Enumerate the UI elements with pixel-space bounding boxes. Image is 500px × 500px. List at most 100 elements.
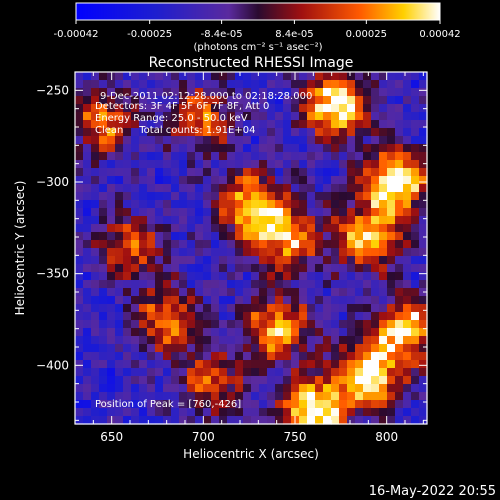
heatmap-cell: [179, 200, 188, 209]
heatmap-cell: [331, 200, 340, 209]
heatmap-cell: [203, 96, 212, 105]
heatmap-cell: [371, 128, 380, 137]
heatmap-cell: [339, 104, 348, 113]
heatmap-cell: [75, 224, 84, 233]
heatmap-cell: [171, 416, 180, 425]
heatmap-cell: [83, 256, 92, 265]
heatmap-cell: [155, 232, 164, 241]
heatmap-cell: [371, 112, 380, 121]
heatmap-cell: [307, 320, 316, 329]
heatmap-cell: [203, 288, 212, 297]
heatmap-cell: [307, 368, 316, 377]
heatmap-cell: [83, 120, 92, 129]
heatmap-cell: [99, 280, 108, 289]
heatmap-cell: [243, 304, 252, 313]
heatmap-cell: [387, 176, 396, 185]
heatmap-cell: [411, 152, 420, 161]
heatmap-cell: [315, 360, 324, 369]
heatmap-cell: [371, 368, 380, 377]
heatmap-cell: [323, 400, 332, 409]
heatmap-cell: [331, 160, 340, 169]
heatmap-cell: [155, 296, 164, 305]
heatmap-cell: [227, 360, 236, 369]
heatmap-cell: [171, 392, 180, 401]
heatmap-cell: [83, 216, 92, 225]
heatmap-cell: [163, 248, 172, 257]
heatmap-cell: [347, 352, 356, 361]
heatmap-cell: [395, 128, 404, 137]
heatmap-cell: [355, 192, 364, 201]
heatmap-cell: [147, 264, 156, 273]
heatmap-cell: [315, 80, 324, 89]
heatmap-cell: [387, 80, 396, 89]
heatmap-cell: [147, 208, 156, 217]
heatmap-cell: [299, 152, 308, 161]
heatmap-cell: [99, 360, 108, 369]
heatmap-cell: [363, 320, 372, 329]
x-tick-label: 650: [100, 430, 123, 444]
heatmap-cell: [131, 392, 140, 401]
heatmap-cell: [283, 208, 292, 217]
heatmap-cell: [411, 416, 420, 425]
heatmap-cell: [395, 240, 404, 249]
heatmap-cell: [211, 264, 220, 273]
heatmap-cell: [123, 288, 132, 297]
heatmap-cell: [315, 168, 324, 177]
heatmap-cell: [163, 216, 172, 225]
heatmap-cell: [283, 168, 292, 177]
heatmap-cell: [291, 360, 300, 369]
heatmap-cell: [195, 72, 204, 81]
heatmap-cell: [131, 296, 140, 305]
heatmap-cell: [99, 352, 108, 361]
heatmap-cell: [75, 280, 84, 289]
heatmap-cell: [171, 280, 180, 289]
heatmap-cell: [123, 416, 132, 425]
heatmap-cell: [219, 144, 228, 153]
heatmap-cell: [147, 312, 156, 321]
heatmap-cell: [379, 152, 388, 161]
heatmap-cell: [171, 136, 180, 145]
heatmap-cell: [323, 144, 332, 153]
heatmap-cell: [275, 408, 284, 417]
heatmap-cell: [99, 392, 108, 401]
heatmap-cell: [411, 408, 420, 417]
heatmap-cell: [339, 344, 348, 353]
heatmap-cell: [75, 416, 84, 425]
heatmap-cell: [91, 120, 100, 129]
heatmap-cell: [259, 232, 268, 241]
heatmap-cell: [395, 416, 404, 425]
heatmap-cell: [115, 80, 124, 89]
heatmap-cell: [283, 400, 292, 409]
heatmap-cell: [91, 176, 100, 185]
heatmap-cell: [243, 320, 252, 329]
heatmap-cell: [291, 152, 300, 161]
heatmap-cell: [107, 128, 116, 137]
heatmap-cell: [115, 376, 124, 385]
heatmap-cell: [371, 168, 380, 177]
heatmap-cell: [267, 152, 276, 161]
heatmap-cell: [219, 168, 228, 177]
heatmap-cell: [243, 192, 252, 201]
heatmap-cell: [411, 368, 420, 377]
heatmap-cell: [299, 72, 308, 81]
heatmap-cell: [379, 80, 388, 89]
heatmap-cell: [171, 376, 180, 385]
heatmap-cell: [235, 288, 244, 297]
heatmap-cell: [99, 256, 108, 265]
heatmap-cell: [371, 232, 380, 241]
heatmap-cell: [387, 408, 396, 417]
heatmap-cell: [203, 256, 212, 265]
heatmap-cell: [331, 296, 340, 305]
heatmap-cell: [275, 368, 284, 377]
heatmap-cell: [331, 384, 340, 393]
heatmap-cell: [235, 320, 244, 329]
heatmap-cell: [339, 296, 348, 305]
heatmap-cell: [115, 288, 124, 297]
heatmap-cell: [339, 312, 348, 321]
heatmap-cell: [259, 264, 268, 273]
heatmap-cell: [203, 152, 212, 161]
heatmap-cell: [251, 168, 260, 177]
heatmap-cell: [235, 392, 244, 401]
heatmap-cell: [91, 208, 100, 217]
